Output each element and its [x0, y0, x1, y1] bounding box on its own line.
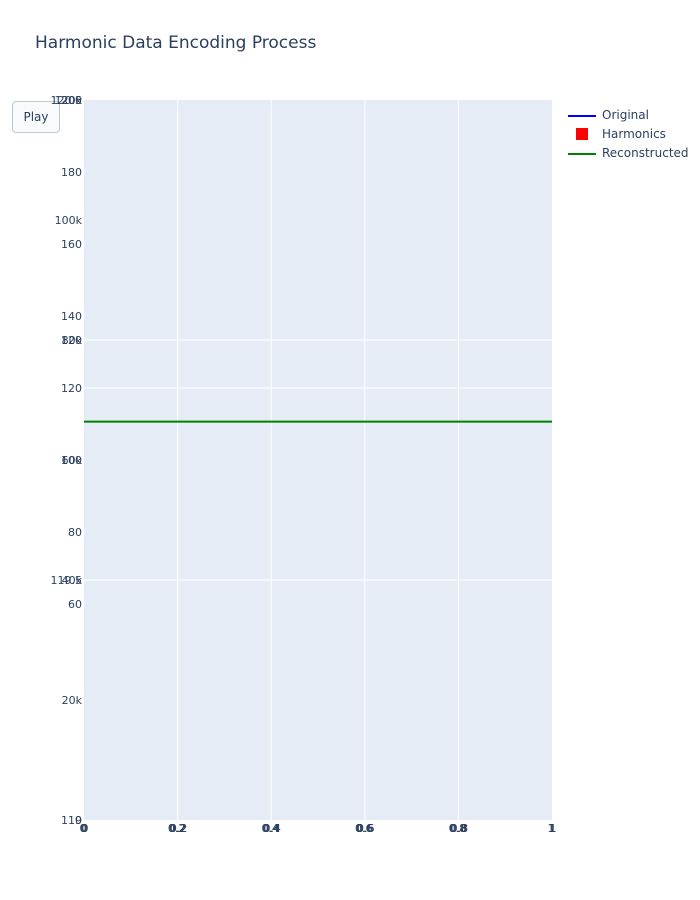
x-tick-label: 0.2 — [168, 822, 186, 835]
legend-line-marker — [568, 152, 596, 155]
x-tick-label: 0.8 — [450, 822, 468, 835]
y-tick-label: 0 — [75, 814, 82, 827]
y-tick-label: 119.5 — [51, 574, 83, 587]
x-tick-label: 1 — [548, 822, 555, 835]
legend-swatch — [566, 145, 598, 161]
y-tick-label: 200 — [61, 94, 82, 107]
legend-label: Original — [602, 107, 649, 122]
y-tick-label: 120k — [55, 94, 83, 107]
legend-line-marker — [568, 114, 596, 117]
legend-item-reconstructed[interactable]: Reconstructed — [566, 143, 689, 162]
x-tick-label: 0.6 — [356, 822, 374, 835]
legend-item-original[interactable]: Original — [566, 105, 689, 124]
x-tick-label: 0.4 — [263, 822, 281, 835]
y-tick-label: 80k — [62, 334, 83, 347]
x-tick-label: 1 — [550, 822, 557, 835]
legend-item-harmonics[interactable]: Harmonics — [566, 124, 689, 143]
y-tick-label: 120.5 — [51, 94, 83, 107]
x-tick-label: 0 — [81, 822, 88, 835]
play-button[interactable]: Play — [12, 101, 60, 133]
legend-label: Reconstructed — [602, 145, 689, 160]
legend: Original Harmonics Reconstructed — [566, 105, 689, 162]
legend-swatch — [566, 107, 598, 123]
x-tick-label: 0.2 — [170, 822, 188, 835]
legend-label: Harmonics — [602, 126, 666, 141]
legend-square-marker — [576, 127, 588, 140]
grid-layer — [84, 100, 552, 820]
y-tick-label: 100k — [55, 214, 83, 227]
x-tick-label: 1 — [549, 822, 556, 835]
x-tick-label: 0 — [80, 822, 87, 835]
y-tick-label: 120 — [61, 382, 82, 395]
y-tick-label: 180 — [61, 166, 82, 179]
plot-area — [84, 100, 552, 820]
y-tick-label: 60k — [62, 454, 83, 467]
y-tick-label: 140 — [61, 310, 82, 323]
legend-swatch — [566, 126, 598, 142]
y-tick-label: 120 — [61, 334, 82, 347]
x-tick-label: 0.8 — [449, 822, 467, 835]
y-tick-label: 80 — [68, 526, 82, 539]
y-tick-label: 160 — [61, 238, 82, 251]
x-tick-label: 0.6 — [355, 822, 373, 835]
chart-title: Harmonic Data Encoding Process — [35, 33, 317, 53]
y-tick-label: 100 — [61, 454, 82, 467]
tick-layer: 0 0.2 0.4 0.6 0.8 10 0.2 0.4 0.6 0.8 10 0.2 0.4 0.6 0.… — [51, 94, 557, 835]
y-tick-label: 20k — [62, 694, 83, 707]
y-tick-label: 60 — [68, 598, 82, 611]
x-tick-label: 0.6 — [357, 822, 375, 835]
y-tick-label: 40k — [62, 574, 83, 587]
y-tick-label: 119 — [61, 814, 82, 827]
x-tick-label: 0.2 — [169, 822, 187, 835]
x-tick-label: 0.8 — [451, 822, 469, 835]
x-tick-label: 0.4 — [262, 822, 280, 835]
x-tick-label: 0.4 — [261, 822, 279, 835]
x-tick-label: 0 — [82, 822, 89, 835]
